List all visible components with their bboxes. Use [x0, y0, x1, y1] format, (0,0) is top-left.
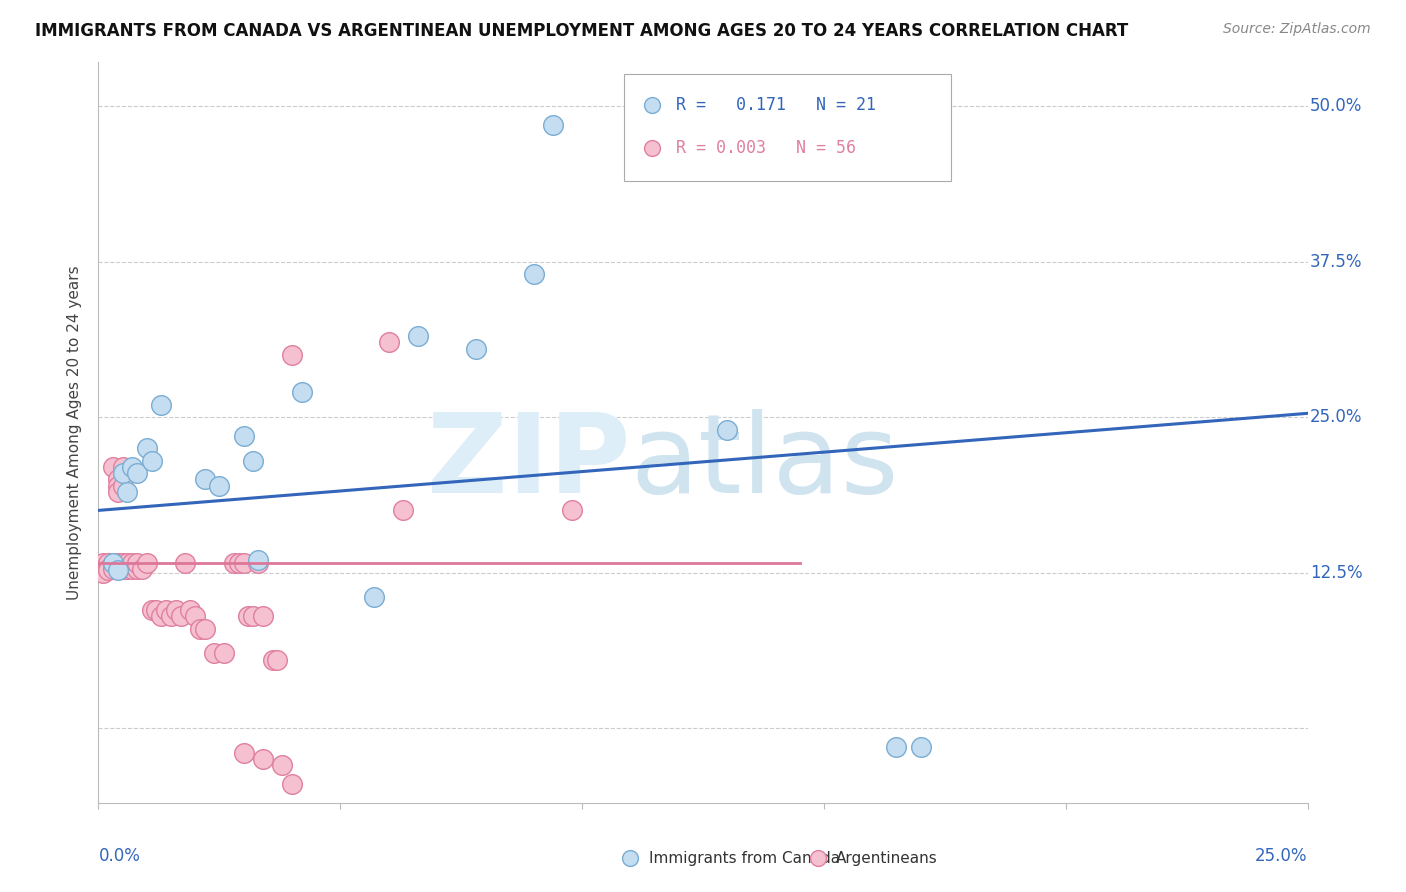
Point [208, 478, 231, 492]
Point [101, 556, 124, 570]
Point [716, 423, 738, 437]
Point [464, 342, 486, 356]
Point [107, 484, 129, 499]
Point [145, 603, 167, 617]
Text: 25.0%: 25.0% [1310, 408, 1362, 426]
Y-axis label: Unemployment Among Ages 20 to 24 years: Unemployment Among Ages 20 to 24 years [67, 265, 83, 600]
FancyBboxPatch shape [624, 73, 950, 181]
Point [194, 622, 217, 636]
Point [97, 563, 120, 577]
Point [184, 609, 207, 624]
Point [232, 428, 254, 442]
Point [363, 591, 385, 605]
Point [252, 609, 274, 624]
Point [228, 556, 250, 570]
Point [271, 758, 294, 772]
Point [97, 562, 120, 576]
Point [406, 329, 429, 343]
Point [127, 562, 149, 576]
Point [141, 603, 163, 617]
Point [111, 459, 134, 474]
Point [91, 556, 114, 570]
Point [281, 348, 304, 362]
Point [117, 562, 139, 576]
Text: 0.0%: 0.0% [98, 847, 141, 865]
Text: ZIP: ZIP [427, 409, 630, 516]
Point [541, 118, 564, 132]
Point [107, 556, 129, 570]
Point [150, 398, 173, 412]
Point [174, 556, 197, 570]
Point [165, 603, 187, 617]
Point [377, 335, 399, 350]
Point [141, 453, 163, 467]
Point [135, 556, 157, 570]
Point [266, 653, 288, 667]
Text: atlas: atlas [630, 409, 898, 516]
Point [242, 453, 264, 467]
Point [247, 553, 270, 567]
Point [111, 478, 134, 492]
Point [160, 609, 183, 624]
Point [127, 466, 149, 480]
Point [107, 478, 129, 492]
Point [212, 647, 235, 661]
Point [121, 556, 143, 570]
Point [262, 653, 284, 667]
Point [281, 777, 304, 791]
Point [101, 459, 124, 474]
Point [910, 739, 932, 754]
Point [97, 556, 120, 570]
Text: Argentineans: Argentineans [837, 851, 938, 866]
Text: 50.0%: 50.0% [1310, 97, 1362, 115]
Text: Immigrants from Canada: Immigrants from Canada [648, 851, 839, 866]
Point [91, 566, 114, 580]
Point [232, 746, 254, 760]
Point [135, 441, 157, 455]
Point [252, 752, 274, 766]
Point [117, 484, 139, 499]
Point [101, 556, 124, 570]
Point [242, 609, 264, 624]
Point [107, 563, 129, 577]
Point [121, 459, 143, 474]
Text: 37.5%: 37.5% [1310, 252, 1362, 270]
Point [150, 609, 173, 624]
Point [886, 739, 908, 754]
Point [111, 562, 134, 576]
Text: R = 0.003   N = 56: R = 0.003 N = 56 [676, 138, 856, 157]
Point [247, 556, 270, 570]
Point [194, 472, 217, 486]
Point [121, 562, 143, 576]
Point [169, 609, 191, 624]
Point [111, 556, 134, 570]
Point [290, 385, 312, 400]
Text: 12.5%: 12.5% [1310, 564, 1362, 582]
Text: Source: ZipAtlas.com: Source: ZipAtlas.com [1223, 22, 1371, 37]
Point [155, 603, 177, 617]
Point [127, 556, 149, 570]
Point [131, 562, 153, 576]
Text: 25.0%: 25.0% [1256, 847, 1308, 865]
Text: IMMIGRANTS FROM CANADA VS ARGENTINEAN UNEMPLOYMENT AMONG AGES 20 TO 24 YEARS COR: IMMIGRANTS FROM CANADA VS ARGENTINEAN UN… [35, 22, 1129, 40]
Point [111, 466, 134, 480]
Point [523, 267, 546, 281]
Point [204, 647, 226, 661]
Point [232, 556, 254, 570]
Point [91, 562, 114, 576]
Point [179, 603, 201, 617]
Point [561, 503, 583, 517]
Point [117, 556, 139, 570]
Point [188, 622, 211, 636]
Point [222, 556, 245, 570]
Point [238, 609, 260, 624]
Point [107, 472, 129, 486]
Point [101, 562, 124, 576]
Text: R =   0.171   N = 21: R = 0.171 N = 21 [676, 96, 876, 114]
Point [392, 503, 415, 517]
